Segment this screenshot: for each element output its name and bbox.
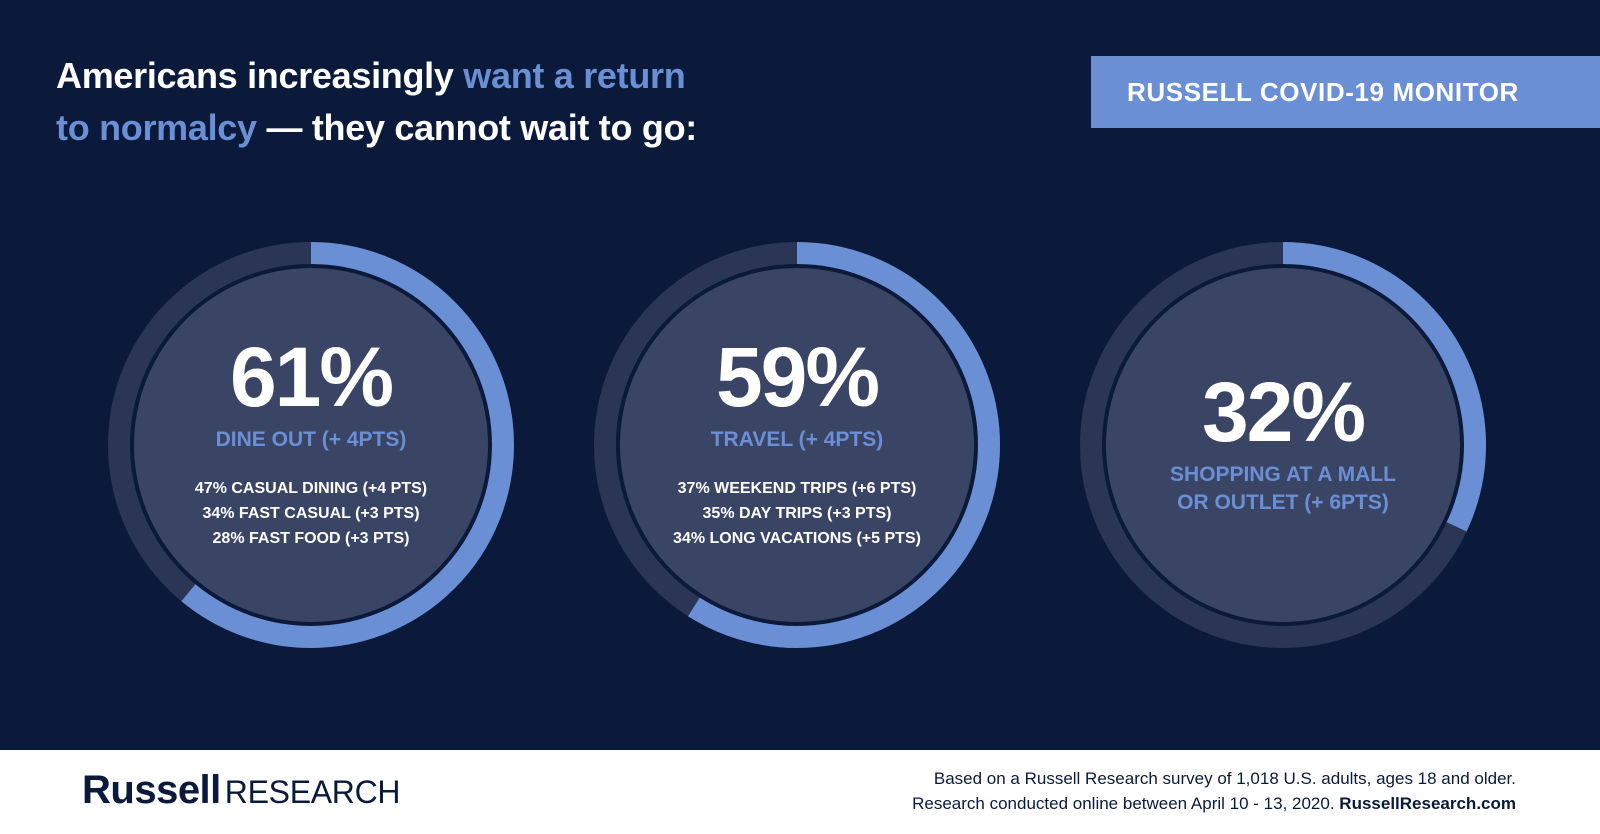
russell-research-logo: Russell RESEARCH [82, 768, 401, 816]
detail-fast-casual: 34% FAST CASUAL (+3 PTS) [202, 505, 420, 522]
ring-label-shopping-line1: SHOPPING AT A MALL [1170, 463, 1396, 486]
ring-arc-travel [594, 242, 1000, 648]
ring-label-dine-out: DINE OUT (+ 4PTS) [215, 428, 407, 451]
survey-note-line2: Research conducted online between April … [912, 794, 1340, 813]
headline-part2: — they cannot wait to go: [256, 107, 697, 148]
ring-label-travel: TRAVEL (+ 4PTS) [710, 428, 884, 451]
detail-long-vacations: 34% LONG VACATIONS (+5 PTS) [673, 530, 921, 547]
ring-text-dine-out: 61% DINE OUT (+ 4PTS) 47% CASUAL DINING … [141, 332, 481, 551]
ring-label-shopping-line2: OR OUTLET (+ 6PTS) [1177, 491, 1389, 514]
survey-note: Based on a Russell Research survey of 1,… [912, 766, 1516, 816]
russell-research-link[interactable]: RussellResearch.com [1339, 794, 1516, 813]
ring-value-travel: 59% [715, 330, 880, 424]
detail-day-trips: 35% DAY TRIPS (+3 PTS) [702, 505, 892, 522]
ring-arc-dine-out [108, 242, 514, 648]
infographic-panel: Americans increasingly want a return to … [0, 0, 1600, 750]
ring-text-shopping: 32% SHOPPING AT A MALL OR OUTLET (+ 6PTS… [1113, 367, 1453, 517]
donut-charts [108, 242, 1486, 648]
detail-weekend-trips: 37% WEEKEND TRIPS (+6 PTS) [677, 480, 917, 497]
ring-photo-travel [620, 268, 974, 622]
ring-value-shopping: 32% [1201, 365, 1366, 459]
ring-text-travel: 59% TRAVEL (+ 4PTS) 37% WEEKEND TRIPS (+… [627, 332, 967, 551]
ring-photo-shopping [1106, 268, 1460, 622]
footer: Russell RESEARCH Based on a Russell Rese… [0, 750, 1600, 834]
headline-highlight-1: want a return [463, 55, 686, 96]
monitor-badge: RUSSELL COVID-19 MONITOR [1091, 56, 1600, 128]
headline: Americans increasingly want a return to … [56, 50, 816, 154]
headline-part1: Americans increasingly [56, 55, 464, 96]
logo-russell: Russell [82, 768, 221, 812]
survey-note-line1: Based on a Russell Research survey of 1,… [933, 769, 1516, 788]
ring-arc-shopping [1080, 242, 1486, 648]
monitor-badge-label: RUSSELL COVID-19 MONITOR [1127, 76, 1519, 107]
detail-fast-food: 28% FAST FOOD (+3 PTS) [212, 530, 410, 547]
logo-research: RESEARCH [224, 774, 401, 810]
detail-casual-dining: 47% CASUAL DINING (+4 PTS) [194, 480, 428, 497]
ring-value-dine-out: 61% [229, 330, 394, 424]
headline-highlight-2: to normalcy [56, 107, 257, 148]
ring-photo-dine-out [134, 268, 488, 622]
ring-label-shopping: SHOPPING AT A MALL OR OUTLET (+ 6PTS) [1113, 461, 1453, 517]
